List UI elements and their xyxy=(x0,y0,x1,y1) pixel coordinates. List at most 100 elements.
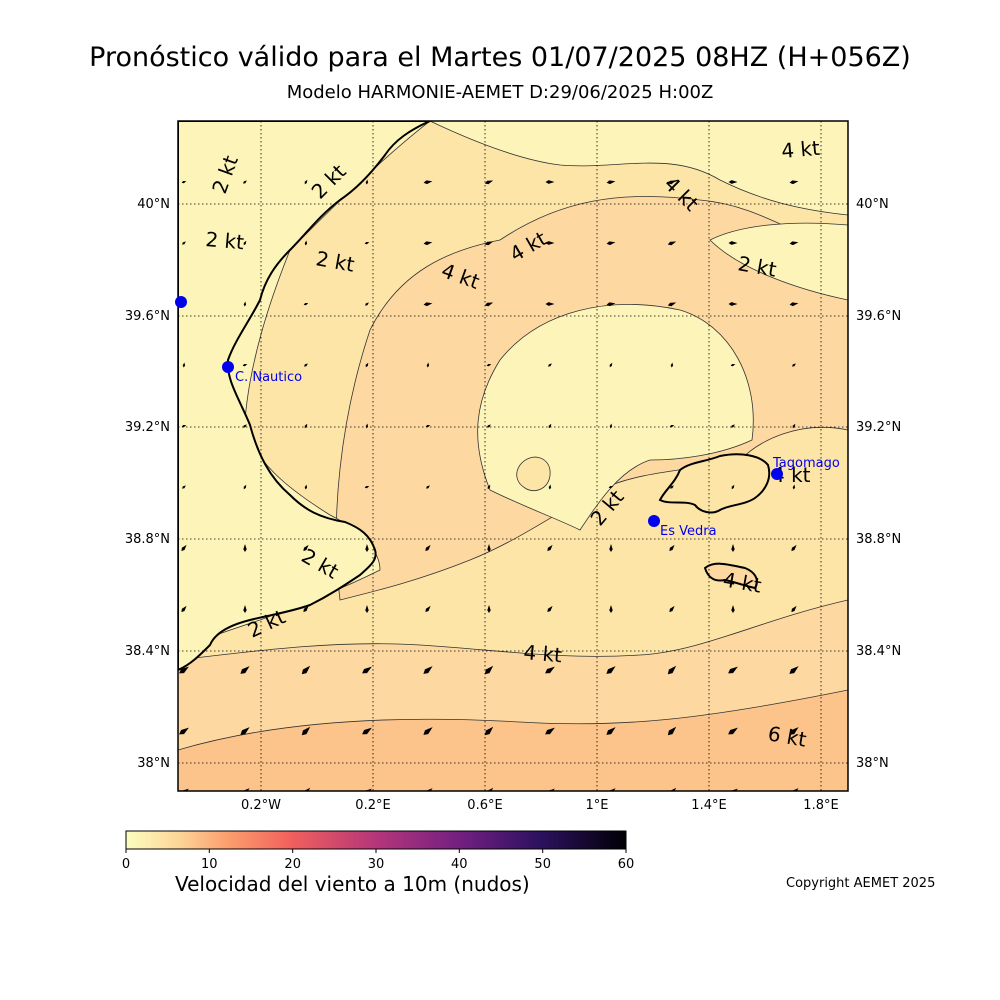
wind-arrow xyxy=(545,180,555,184)
wind-arrow xyxy=(301,665,311,675)
wind-arrow xyxy=(303,303,309,306)
wind-arrow xyxy=(240,727,250,735)
colorbar-tick: 50 xyxy=(534,857,551,872)
wind-arrow xyxy=(667,726,677,736)
wind-arrow xyxy=(606,302,616,307)
wind-arrow xyxy=(484,665,494,675)
wind-arrow xyxy=(240,666,250,674)
lat-label: 38°N xyxy=(856,756,889,771)
wind-arrow xyxy=(423,727,433,735)
wind-arrow xyxy=(181,181,187,184)
lat-label: 38°N xyxy=(137,756,170,771)
lat-labels-left: 40°N 39.6°N 39.2°N 38.8°N 38.4°N 38°N xyxy=(125,197,170,771)
wind-arrow xyxy=(789,666,799,674)
wind-arrow xyxy=(243,424,247,428)
lat-label: 38.8°N xyxy=(856,532,901,547)
contour-label: 4 kt xyxy=(780,136,821,163)
lat-label: 39.6°N xyxy=(856,309,901,324)
wind-arrow xyxy=(728,666,738,674)
wind-arrow xyxy=(545,302,555,306)
wind-arrow xyxy=(789,302,799,307)
wind-arrow xyxy=(548,363,552,367)
wind-arrow xyxy=(303,544,309,552)
contour-label: 2 kt xyxy=(205,227,246,254)
colorbar-tick: 40 xyxy=(451,857,468,872)
wind-arrow xyxy=(243,301,247,307)
stations: C. Nautico Es Vedra Tagomago xyxy=(175,296,840,539)
wind-arrow xyxy=(792,484,796,490)
land-ibiza xyxy=(658,453,771,514)
wind-arrow xyxy=(789,727,799,735)
lon-label: 1.8°E xyxy=(803,798,838,813)
wind-arrow xyxy=(545,666,555,674)
station-marker xyxy=(771,468,783,480)
wind-arrow xyxy=(487,424,491,428)
lat-label: 40°N xyxy=(137,197,170,212)
wind-arrow xyxy=(181,425,187,428)
wind-arrow xyxy=(425,605,431,613)
wind-arrow xyxy=(426,362,430,368)
wind-arrow xyxy=(304,484,308,490)
wind-arrow xyxy=(425,425,431,428)
wind-arrow xyxy=(731,605,735,613)
wind-arrow xyxy=(791,605,797,613)
land-iberia xyxy=(178,121,431,672)
map-subtitle: Modelo HARMONIE-AEMET D:29/06/2025 H:00Z xyxy=(286,82,714,103)
wind-arrows xyxy=(179,179,799,791)
colorbar: 0 10 20 30 40 50 60 xyxy=(122,830,634,872)
wind-arrow xyxy=(365,605,369,613)
colorbar-label: Velocidad del viento a 10m (nudos) xyxy=(175,872,530,896)
wind-arrow xyxy=(545,241,555,245)
wind-arrow xyxy=(730,364,736,367)
lon-label: 0.2°W xyxy=(241,798,281,813)
wind-arrow xyxy=(362,727,372,735)
wind-arrow xyxy=(365,302,369,306)
wind-arrow xyxy=(609,423,613,429)
wind-arrow xyxy=(304,363,308,367)
wind-arrow xyxy=(670,485,674,489)
wind-arrow xyxy=(484,302,494,307)
wind-arrow xyxy=(789,180,799,185)
wind-arrow xyxy=(728,727,738,735)
wind-arrow xyxy=(547,605,553,613)
wind-arrow xyxy=(791,544,797,552)
wind-arrow xyxy=(487,484,491,490)
wind-arrow xyxy=(667,665,677,675)
wind-arrow xyxy=(670,362,674,368)
wind-arrow xyxy=(731,544,735,552)
wind-arrow xyxy=(301,726,311,736)
wind-arrow xyxy=(243,544,247,552)
station-label: C. Nautico xyxy=(235,370,302,385)
colorbar-tick: 30 xyxy=(368,857,385,872)
map-title: Pronóstico válido para el Martes 01/07/2… xyxy=(89,42,911,73)
wind-band-6-8 xyxy=(178,689,848,791)
wind-arrow xyxy=(728,180,738,184)
lon-label: 0.6°E xyxy=(467,798,502,813)
wind-arrow xyxy=(669,544,675,552)
wind-band-0-2-east xyxy=(709,222,848,301)
station-label: Es Vedra xyxy=(660,524,717,539)
copyright: Copyright AEMET 2025 xyxy=(786,876,936,891)
wind-arrow xyxy=(425,544,431,552)
wind-arrow xyxy=(423,180,433,185)
wind-arrow xyxy=(486,364,492,367)
wind-arrow xyxy=(364,242,370,245)
lat-labels-right: 40°N 39.6°N 39.2°N 38.8°N 38.4°N 38°N xyxy=(856,197,901,771)
wind-arrow xyxy=(423,666,433,674)
wind-arrow xyxy=(606,727,616,735)
contour-label: 4 kt xyxy=(523,640,564,667)
wind-calm-patch xyxy=(516,456,551,492)
lon-label: 1.4°E xyxy=(691,798,726,813)
wind-arrow xyxy=(669,787,677,791)
wind-arrow xyxy=(669,605,675,613)
wind-arrow xyxy=(789,241,799,246)
lat-label: 40°N xyxy=(856,197,889,212)
station-marker xyxy=(222,361,234,373)
wind-arrow xyxy=(182,485,186,489)
wind-arrow xyxy=(484,180,494,185)
wind-arrow xyxy=(182,362,186,368)
wind-arrow xyxy=(731,484,735,490)
wind-arrow xyxy=(609,605,613,613)
lon-label: 0.2°E xyxy=(355,798,390,813)
colorbar-tick: 0 xyxy=(122,857,130,872)
